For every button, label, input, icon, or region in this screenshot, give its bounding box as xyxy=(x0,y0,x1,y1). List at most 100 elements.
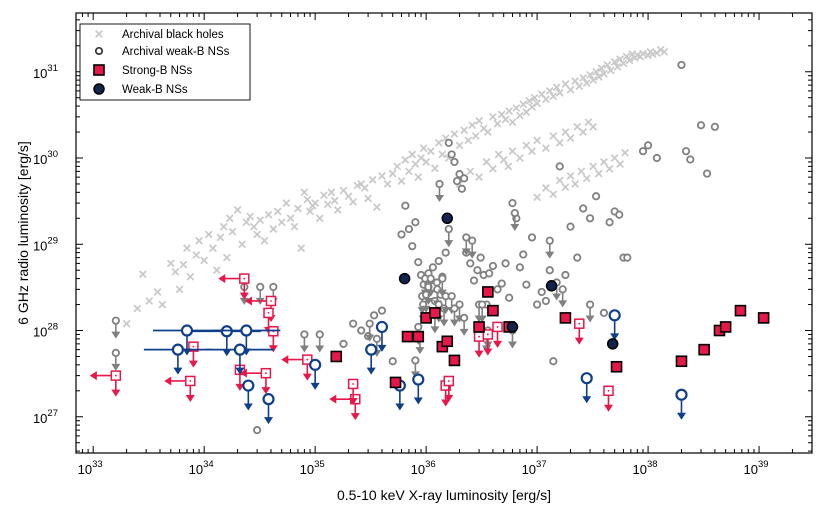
strong-b-x-limit-arrow xyxy=(239,368,262,378)
strong-b-limit-dot xyxy=(192,345,195,348)
weak-b-layer xyxy=(398,212,619,350)
archival-weak-b-point xyxy=(681,147,691,156)
black-hole-point xyxy=(482,158,491,166)
black-hole-point xyxy=(555,176,564,185)
black-hole-point xyxy=(579,73,588,82)
black-hole-point xyxy=(303,195,312,204)
black-hole-point xyxy=(408,150,417,159)
black-hole-point xyxy=(483,128,492,136)
legend-box xyxy=(79,23,251,101)
x-tick-label: 1034 xyxy=(189,459,214,477)
black-hole-point xyxy=(431,164,439,173)
strong-b-limit-dot xyxy=(496,326,499,328)
archival-weak-b-upper-limit-arrow xyxy=(299,337,309,353)
black-hole-point xyxy=(333,206,342,214)
black-hole-point xyxy=(471,132,480,140)
strong-b-point xyxy=(401,330,414,343)
y-tick-label: 1029 xyxy=(33,235,58,253)
black-hole-point xyxy=(571,180,579,188)
weak-b-upper-limit xyxy=(675,388,688,401)
strong-b-x-limit-arrow xyxy=(329,394,352,404)
archival-weak-b-upper-limit xyxy=(435,179,444,189)
strong-b-upper-limit-arrow xyxy=(444,384,454,402)
black-hole-point xyxy=(621,148,629,157)
black-hole-point xyxy=(378,172,386,180)
black-hole-point xyxy=(138,270,147,279)
strong-b-upper-limit-arrow xyxy=(604,394,614,412)
archival-weak-b-point xyxy=(404,224,414,234)
archival-weak-b-point xyxy=(457,184,466,193)
black-hole-point xyxy=(594,73,603,81)
strong-b-point xyxy=(389,376,402,389)
weak-b-upper-limit xyxy=(309,358,322,371)
x-tick-label: 1037 xyxy=(522,459,547,477)
weak-b-upper-limit xyxy=(608,309,621,322)
black-hole-point xyxy=(541,184,550,192)
weak-b-upper-limit xyxy=(580,372,593,385)
archival-weak-b-upper-limit-arrow xyxy=(426,281,436,297)
strong-b-limit-dot xyxy=(447,380,450,382)
archival-weak-b-upper-limit xyxy=(300,330,309,339)
archival-weak-b-point xyxy=(253,426,262,435)
archival-weak-b-upper-limit xyxy=(111,348,120,358)
black-hole-point xyxy=(656,45,665,54)
black-hole-point xyxy=(460,126,469,135)
legend-marker-weak-b xyxy=(93,83,105,95)
black-hole-point xyxy=(464,136,473,145)
black-hole-point xyxy=(171,267,180,276)
black-hole-point xyxy=(522,141,531,150)
black-hole-point xyxy=(153,288,162,296)
black-hole-point xyxy=(286,214,295,223)
black-hole-point xyxy=(555,138,564,147)
x-axis-label: 0.5-10 keV X-ray luminosity [erg/s] xyxy=(337,487,551,503)
black-hole-point xyxy=(586,70,594,79)
black-hole-point xyxy=(625,56,634,65)
y-tick-label: 1031 xyxy=(33,63,58,81)
archival-weak-b-upper-limit-arrow xyxy=(449,311,459,327)
black-hole-point xyxy=(246,212,255,221)
black-hole-point xyxy=(192,251,201,259)
weak-b-upper-limit-arrow xyxy=(366,354,376,375)
black-hole-point xyxy=(561,183,570,191)
weak-b-upper-limit-arrow xyxy=(243,390,253,411)
strong-b-upper-limit-arrow xyxy=(574,327,584,345)
archival-weak-b-point xyxy=(452,176,462,186)
legend-marker-black-holes xyxy=(95,30,103,38)
black-hole-point xyxy=(489,164,497,173)
archival-weak-b-upper-limit-arrow xyxy=(439,311,449,327)
black-hole-point xyxy=(253,230,262,239)
archival-weak-b-point xyxy=(505,293,514,302)
black-hole-point xyxy=(397,177,406,185)
x-tick-label: 1038 xyxy=(633,459,658,477)
archival-weak-b-upper-limit xyxy=(447,292,456,301)
strong-b-upper-limit-arrow xyxy=(111,379,121,397)
archival-weak-b-point xyxy=(545,266,554,275)
archival-weak-b-upper-limit xyxy=(414,322,423,332)
black-hole-point xyxy=(225,214,234,223)
weak-b-upper-limit-arrow xyxy=(377,331,387,352)
black-hole-point xyxy=(383,180,392,188)
archival-weak-b-point xyxy=(466,259,475,268)
black-hole-point xyxy=(545,86,554,95)
black-hole-point xyxy=(541,95,550,104)
archival-weak-b-point xyxy=(696,121,706,130)
weak-b-upper-limit xyxy=(240,324,253,337)
archival-weak-b-point xyxy=(527,233,537,242)
weak-b-point xyxy=(398,272,411,285)
weak-b-point xyxy=(441,212,453,225)
strong-b-point xyxy=(448,354,461,367)
archival-weak-b-point xyxy=(349,319,358,328)
archival-weak-b-point xyxy=(686,155,695,164)
strong-b-upper-limit-arrow xyxy=(235,373,245,391)
archival-weak-b-upper-limit xyxy=(510,208,519,218)
black-hole-point xyxy=(401,156,410,164)
strong-b-limit-dot xyxy=(306,358,309,361)
archival-weak-b-upper-limit-arrow xyxy=(435,186,445,202)
axis-ticks: 1033 1034 1035 1036 1037 1038 1039 1027 1028 1029… xyxy=(33,13,813,477)
strong-b-limit-dot xyxy=(114,374,117,377)
strong-b-limit-dot xyxy=(486,333,489,336)
weak-b-upper-limit-arrow xyxy=(310,369,320,390)
black-hole-point xyxy=(256,216,265,225)
archival-weak-b-point xyxy=(508,199,517,208)
archival-weak-b-point xyxy=(473,266,482,275)
